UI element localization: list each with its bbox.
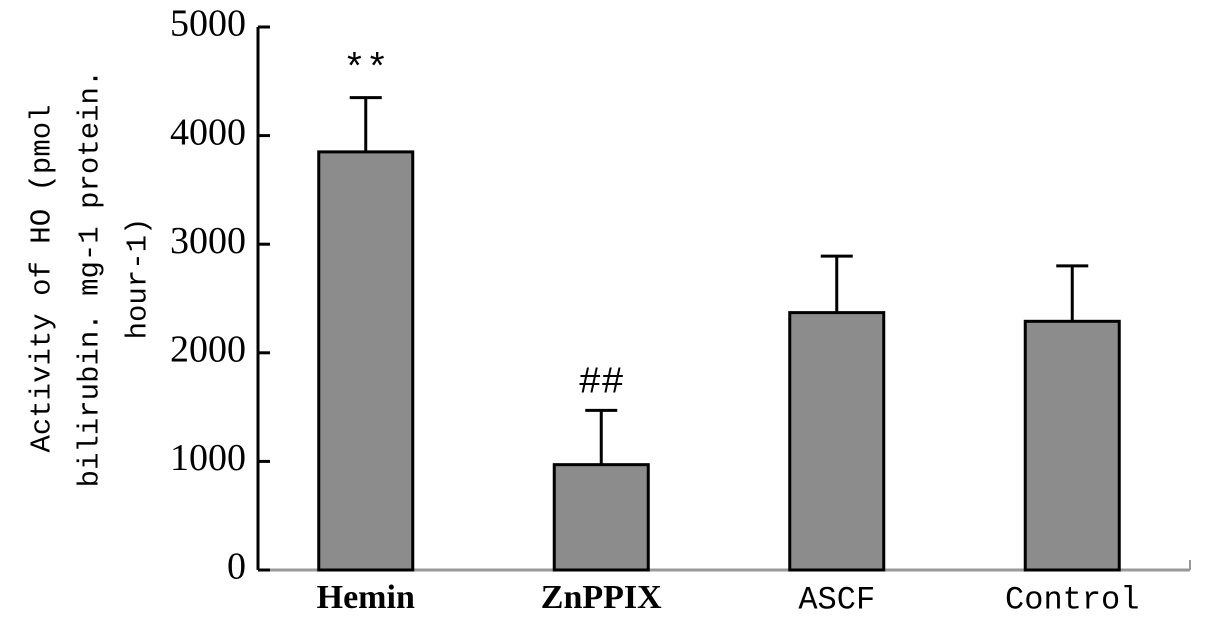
bar [788,311,886,572]
x-tick-label: ASCF [798,581,875,618]
y-tick-label: 5000 [170,3,246,45]
bar [552,463,650,572]
y-tick-label: 2000 [170,329,246,371]
x-tick-label: Control [1005,581,1139,618]
y-axis-label: Activity of HO (pmol [26,104,59,452]
y-tick-label: 1000 [170,437,246,479]
bar [317,150,415,572]
y-tick-label: 3000 [170,220,246,262]
y-tick-label: 4000 [170,111,246,153]
y-tick-label: 0 [227,546,246,588]
x-tick-label: ZnPPIX [541,579,662,616]
y-axis-label: bilirubin. mg-1 protein. [74,70,107,488]
bar [1023,319,1121,572]
annotation: ## [578,361,624,404]
y-axis-label: hour-1) [122,218,155,340]
annotation: ** [343,49,389,92]
x-tick-label: Hemin [317,579,415,616]
